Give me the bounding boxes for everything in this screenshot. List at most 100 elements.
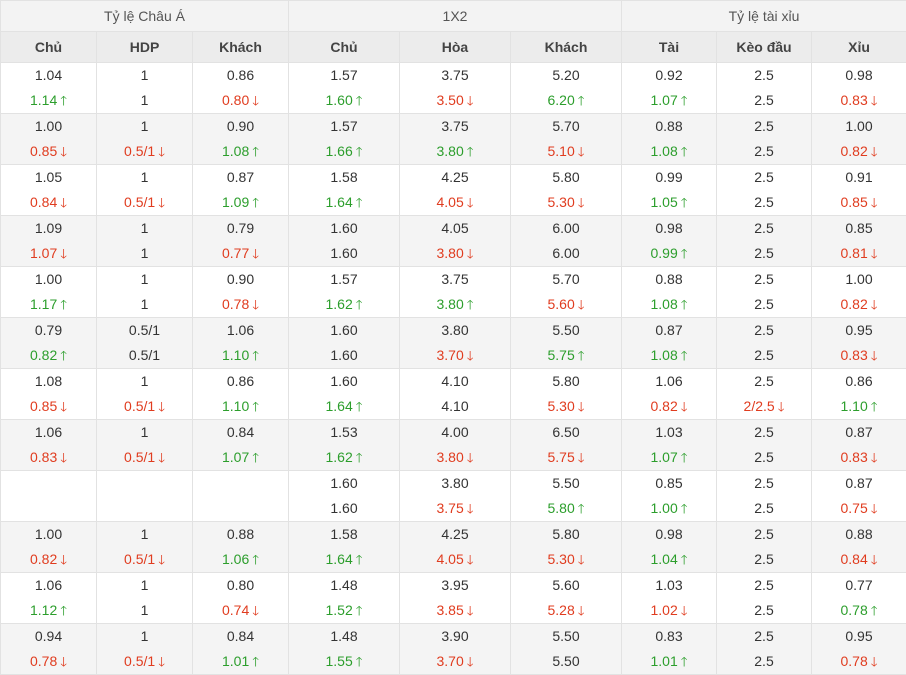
arrow-up-icon: 🡑 — [577, 93, 585, 108]
cell-1x2-draw: 3.75 3.80 🡑 — [399, 266, 511, 318]
arrow-up-icon: 🡑 — [680, 552, 688, 567]
opening-odds: 4.00 — [441, 424, 469, 440]
arrow-down-icon: 🡓 — [870, 93, 878, 108]
current-odds: 0.99 🡑 — [622, 241, 716, 266]
cell-1x2-away: 6.00 6.00 — [510, 215, 622, 267]
opening-odds: 0.92 — [655, 67, 683, 83]
current-odds: 0.82 🡓 — [812, 292, 906, 317]
cell-ou-line: 2.5 2.5 — [716, 572, 812, 624]
current-odds-value: 3.70 — [436, 653, 464, 669]
current-odds-value: 1 — [140, 245, 149, 261]
arrow-up-icon: 🡑 — [60, 297, 67, 312]
arrow-down-icon: 🡓 — [60, 399, 67, 414]
arrow-down-icon: 🡓 — [252, 297, 259, 312]
current-odds-value: 3.75 — [436, 500, 464, 516]
table-row: 1.05 0.84 🡓 1 0.5/1 🡓 0.87 1.09 🡑 1.58 1.64 🡑 4.25 4.… — [0, 164, 906, 216]
cell-1x2-draw: 3.80 3.70 🡓 — [399, 317, 511, 369]
current-odds: 3.80 🡑 — [400, 139, 510, 164]
cell-ou-line: 2.5 2.5 — [716, 623, 812, 675]
opening-odds: 1.06 — [655, 373, 683, 389]
opening-odds: 0.91 — [845, 169, 873, 185]
col-ou-under: Xỉu — [811, 31, 906, 63]
opening-odds: 2.5 — [754, 169, 774, 185]
arrow-down-icon: 🡓 — [870, 144, 878, 159]
opening-odds: 1.57 — [330, 67, 358, 83]
current-odds: 0.84 🡓 — [1, 190, 96, 215]
current-odds-value: 1.60 — [330, 347, 358, 363]
arrow-up-icon: 🡑 — [680, 246, 688, 261]
current-odds-value: 5.30 — [547, 551, 575, 567]
cell-ou-over: 1.06 0.82 🡓 — [621, 368, 717, 420]
opening-odds: 2.5 — [754, 373, 774, 389]
current-odds: 5.75 🡓 — [511, 445, 621, 470]
current-odds: 0.85 🡓 — [1, 139, 96, 164]
current-odds: 0.5/1 🡓 — [97, 394, 192, 419]
table-row: 1.09 1.07 🡓 1 1 0.79 0.77 🡓 1.60 1.60 4.05 3.80 🡓 6.0… — [0, 215, 906, 267]
current-odds-value: 0.99 — [650, 245, 678, 261]
opening-odds: 1 — [140, 169, 149, 185]
current-odds: 1.10 🡑 — [193, 343, 288, 368]
current-odds: 1.64 🡑 — [289, 547, 399, 572]
arrow-up-icon: 🡑 — [355, 195, 363, 210]
arrow-down-icon: 🡓 — [60, 195, 67, 210]
cell-1x2-home: 1.60 1.64 🡑 — [288, 368, 400, 420]
cell-ou-over: 0.88 1.08 🡑 — [621, 113, 717, 165]
cell-ou-under: 0.98 0.83 🡓 — [811, 62, 906, 114]
opening-odds: 0.95 — [845, 322, 873, 338]
cell-ou-over: 0.88 1.08 🡑 — [621, 266, 717, 318]
opening-odds: 5.70 — [552, 271, 580, 287]
current-odds: 6.00 — [511, 241, 621, 266]
arrow-down-icon: 🡓 — [466, 348, 474, 363]
opening-odds: 0.79 — [34, 322, 63, 338]
current-odds-value: 0.84 — [840, 551, 868, 567]
opening-odds: 0.95 — [845, 628, 873, 644]
cell-1x2-home: 1.58 1.64 🡑 — [288, 164, 400, 216]
current-odds: 4.05 🡓 — [400, 190, 510, 215]
current-odds-value: 1.64 — [325, 398, 353, 414]
current-odds: 1.62 🡑 — [289, 292, 399, 317]
arrow-up-icon: 🡑 — [252, 552, 259, 567]
cell-1x2-away: 5.80 5.30 🡓 — [510, 164, 622, 216]
opening-odds: 2.5 — [754, 271, 774, 287]
current-odds: 1.07 🡓 — [1, 241, 96, 266]
arrow-up-icon: 🡑 — [680, 195, 688, 210]
current-odds: 1.64 🡑 — [289, 394, 399, 419]
current-odds-value: 0.5/1 — [124, 398, 156, 414]
current-odds-value: 0.83 — [840, 347, 868, 363]
cell-ou-line: 2.5 2.5 — [716, 317, 812, 369]
cell-ah-hdp: 1 0.5/1 🡓 — [96, 368, 193, 420]
opening-odds: 0.86 — [845, 373, 873, 389]
cell-ou-under: 0.91 0.85 🡓 — [811, 164, 906, 216]
opening-odds: 1.58 — [330, 526, 358, 542]
current-odds-value: 0.83 — [840, 449, 868, 465]
current-odds: 4.10 — [400, 394, 510, 419]
current-odds-value: 1.04 — [650, 551, 678, 567]
cell-1x2-home: 1.57 1.62 🡑 — [288, 266, 400, 318]
opening-odds: 1.53 — [330, 424, 358, 440]
current-odds: 0.75 🡓 — [812, 496, 906, 521]
opening-odds: 5.50 — [552, 475, 580, 491]
cell-1x2-away: 5.50 5.80 🡑 — [510, 470, 622, 522]
opening-odds: 1.00 — [34, 271, 63, 287]
cell-ou-under: 0.86 1.10 🡑 — [811, 368, 906, 420]
opening-odds: 0.86 — [226, 373, 255, 389]
current-odds: 1.14 🡑 — [1, 88, 96, 113]
current-odds-value: 6.20 — [547, 92, 575, 108]
arrow-up-icon: 🡑 — [60, 348, 67, 363]
current-odds: 1.64 🡑 — [289, 190, 399, 215]
current-odds-value: 4.05 — [436, 194, 464, 210]
opening-odds: 5.20 — [552, 67, 580, 83]
opening-odds: 0.99 — [655, 169, 683, 185]
current-odds-value: 0.5/1 — [124, 449, 156, 465]
current-odds: 0.84 🡓 — [812, 547, 906, 572]
opening-odds: 3.75 — [441, 67, 469, 83]
current-odds: 1 — [97, 292, 192, 317]
current-odds: 0.78 🡓 — [812, 649, 906, 674]
opening-odds: 3.75 — [441, 271, 469, 287]
current-odds: 2.5 — [717, 547, 811, 572]
cell-ou-line: 2.5 2.5 — [716, 62, 812, 114]
arrow-up-icon: 🡑 — [355, 450, 363, 465]
current-odds-value: 1.06 — [221, 551, 250, 567]
cell-1x2-home: 1.53 1.62 🡑 — [288, 419, 400, 471]
